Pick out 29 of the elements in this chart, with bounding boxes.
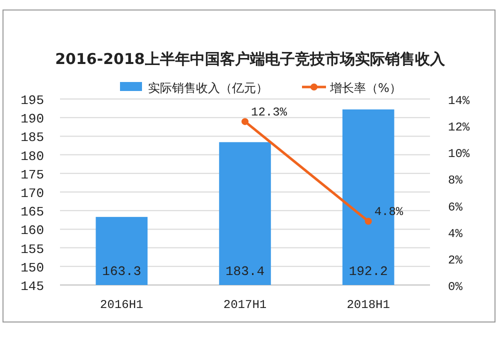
y-tick-label: 160 [20,223,44,238]
data-label: 12.3% [251,106,288,120]
legend-label: 实际销售收入（亿元） [148,81,268,95]
y-tick-label: 185 [20,130,44,146]
y-tick-label: 155 [20,242,44,257]
y-tick-label: 145 [20,279,44,294]
y2-tick-label: 4% [448,226,464,241]
data-label: 163.3 [102,264,142,279]
y-tick-label: 175 [20,167,44,182]
legend-label: 增长率（%） [329,81,402,95]
x-tick-label: 2016H1 [100,298,144,312]
y2-tick-label: 14% [448,94,470,108]
y-tick-label: 190 [20,112,44,127]
y-tick-label: 170 [20,186,44,201]
y2-tick-label: 8% [448,174,464,188]
y2-tick-label: 2% [448,253,464,268]
y2-tick-label: 6% [448,200,464,214]
chart-title: 2016-2018上半年中国客户端电子竞技市场实际销售收入 [55,50,446,68]
x-tick-label: 2017H1 [223,298,267,312]
y-tick-label: 165 [20,204,44,220]
x-tick-label: 2018H1 [346,298,390,312]
y2-tick-label: 0% [448,280,464,294]
data-label: 183.4 [225,264,265,279]
y-tick-label: 150 [20,260,44,276]
data-label: 192.2 [348,264,388,279]
y2-tick-label: 12% [448,120,470,135]
y-tick-label: 180 [20,148,44,164]
y-tick-label: 195 [20,93,44,108]
y2-tick-label: 10% [448,147,470,162]
